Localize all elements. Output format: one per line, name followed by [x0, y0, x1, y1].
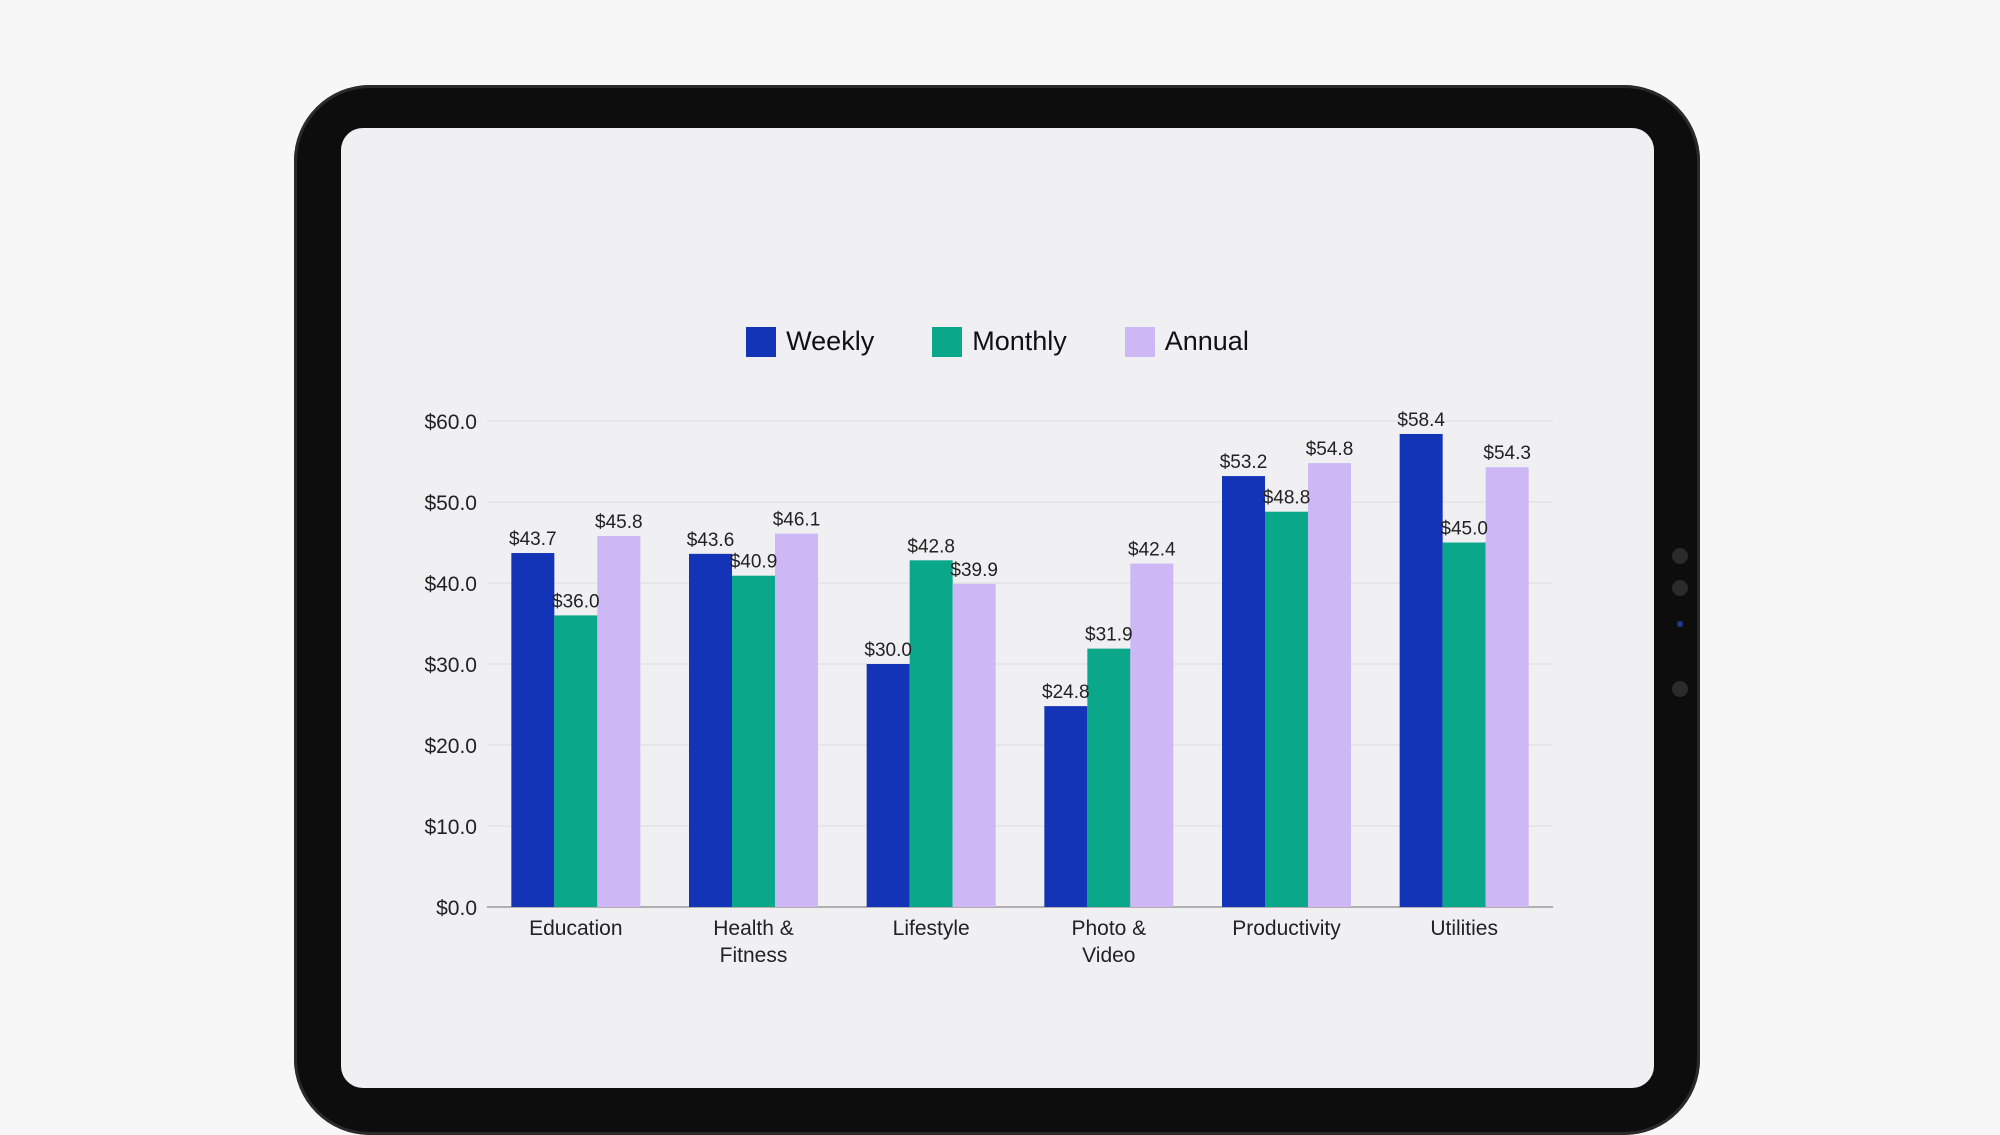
data-label: $54.8	[1306, 439, 1354, 460]
bar-weekly	[1044, 706, 1088, 907]
legend-item-annual: Annual	[1124, 326, 1249, 357]
bar-annual	[597, 536, 641, 907]
data-label: $42.8	[907, 536, 955, 557]
bar-weekly	[1399, 433, 1443, 907]
y-tick-label: $10.0	[424, 816, 477, 839]
legend-item-monthly: Monthly	[932, 326, 1067, 357]
y-tick-label: $20.0	[424, 735, 477, 758]
sensor-icon	[1677, 621, 1683, 627]
y-tick-label: $50.0	[424, 492, 477, 515]
y-tick-label: $0.0	[436, 897, 477, 920]
data-label: $40.9	[730, 552, 778, 573]
data-label: $36.0	[552, 591, 600, 612]
data-label: $54.3	[1483, 443, 1531, 464]
bar-annual	[1308, 463, 1351, 907]
y-tick-label: $40.0	[424, 573, 477, 596]
side-button-icon	[1672, 548, 1688, 564]
legend-swatch-weekly	[746, 326, 777, 357]
y-tick-label: $60.0	[424, 411, 477, 434]
data-label: $43.6	[687, 530, 735, 551]
data-label: $45.8	[595, 512, 643, 533]
bar-weekly	[689, 553, 732, 907]
chart-legend: Weekly Monthly Annual	[341, 326, 1654, 357]
bar-monthly	[554, 615, 598, 907]
bar-weekly	[866, 664, 910, 907]
y-tick-label: $30.0	[424, 654, 477, 677]
data-label: $42.4	[1128, 540, 1176, 561]
legend-swatch-monthly	[932, 326, 963, 357]
tablet-screen: Weekly Monthly Annual $0.0 $10.0 $20.0 $30.…	[341, 128, 1654, 1088]
x-tick-label: Productivity	[1232, 917, 1341, 940]
side-button-icon	[1672, 681, 1688, 697]
bar-monthly	[1087, 648, 1131, 907]
data-label: $31.9	[1085, 625, 1133, 646]
bar-annual	[775, 533, 818, 907]
bar-chart: $0.0 $10.0 $20.0 $30.0 $40.0 $50.0 $60.0 $43.7 $…	[424, 410, 1553, 967]
x-tick-label: Health &	[713, 917, 794, 940]
bar-monthly	[909, 560, 953, 907]
bar-annual	[952, 583, 996, 907]
x-tick-label: Photo &	[1071, 917, 1146, 940]
bar-weekly	[511, 553, 555, 907]
data-label: $48.8	[1263, 488, 1311, 509]
x-tick-label: Utilities	[1430, 917, 1498, 940]
bar-monthly	[1265, 511, 1308, 907]
legend-label-weekly: Weekly	[786, 326, 875, 356]
x-tick-label: Education	[529, 917, 622, 940]
data-label: $30.0	[864, 640, 912, 661]
x-tick-label: Video	[1082, 944, 1135, 967]
data-label: $24.8	[1042, 682, 1090, 703]
bar-monthly	[732, 575, 775, 907]
legend-item-weekly: Weekly	[746, 326, 874, 357]
side-button-icon	[1672, 580, 1688, 596]
bar-weekly	[1222, 476, 1265, 907]
legend-label-monthly: Monthly	[972, 326, 1067, 356]
legend-swatch-annual	[1124, 326, 1155, 357]
data-label: $45.0	[1440, 519, 1488, 540]
bar-annual	[1485, 467, 1529, 907]
data-label: $58.4	[1397, 410, 1445, 431]
data-label: $43.7	[509, 529, 557, 550]
bar-monthly	[1442, 542, 1486, 907]
x-tick-label: Fitness	[720, 944, 788, 967]
bar-annual	[1130, 563, 1174, 907]
x-tick-label: Lifestyle	[893, 917, 970, 940]
data-label: $39.9	[950, 560, 998, 581]
data-label: $46.1	[773, 510, 821, 531]
data-label: $53.2	[1220, 452, 1268, 473]
legend-label-annual: Annual	[1164, 326, 1249, 356]
